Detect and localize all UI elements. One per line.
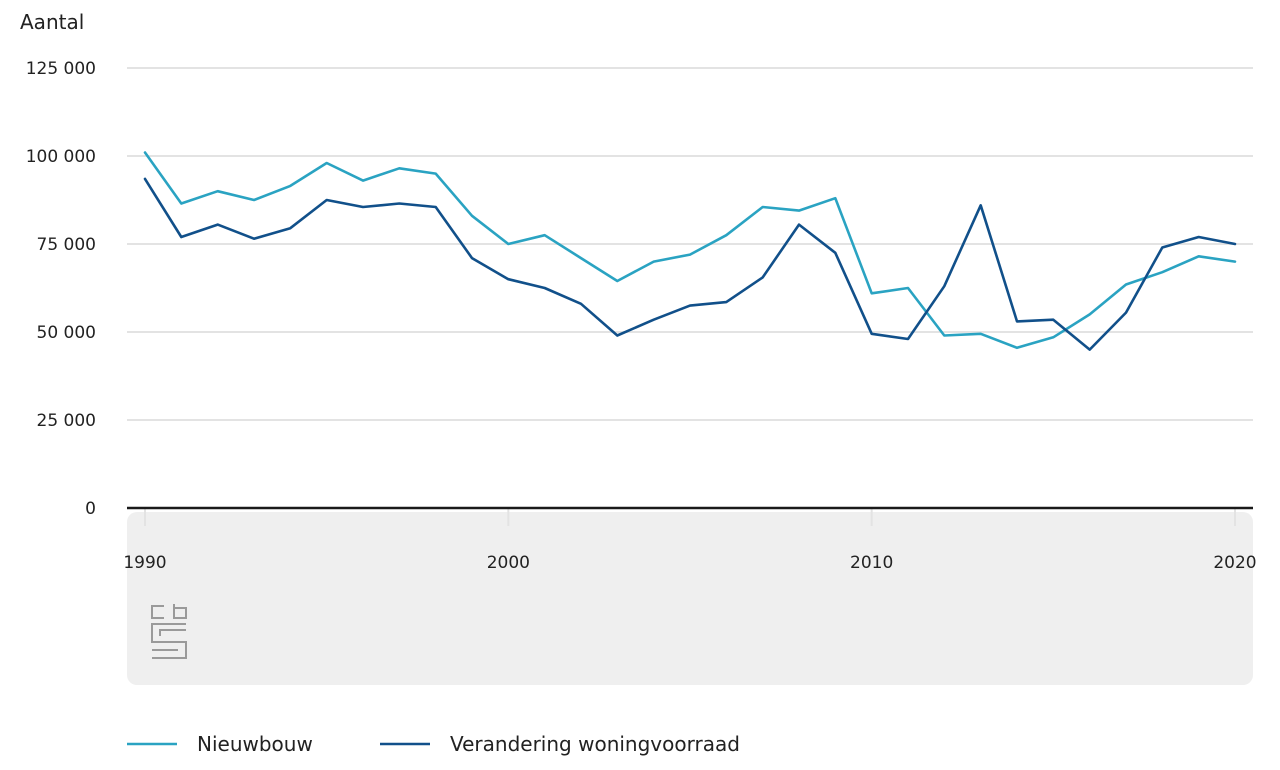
y-tick-label-100000: 100 000 [26, 147, 96, 167]
y-tick-label-125000: 125 000 [26, 59, 96, 79]
chart-footer-panel [127, 512, 1253, 685]
series-line-verandering-woningvoorraad [143, 177, 1237, 351]
y-tick-labels: 0 25 000 50 000 75 000 100 000 125 000 [26, 59, 96, 519]
y-tick-label-50000: 50 000 [37, 323, 96, 343]
cbs-logo-icon [151, 604, 187, 659]
grid-lines [127, 67, 1253, 421]
x-tick-label-1990: 1990 [123, 553, 166, 573]
series-line-nieuwbouw [143, 151, 1237, 350]
x-ticks: 1990 2000 2010 2020 [123, 508, 1257, 573]
y-tick-label-25000: 25 000 [37, 411, 96, 431]
legend-label-nieuwbouw: Nieuwbouw [197, 732, 313, 756]
legend-label-verandering-woningvoorraad: Verandering woningvoorraad [450, 732, 740, 756]
x-tick-label-2020: 2020 [1213, 553, 1256, 573]
series-lines [143, 151, 1237, 351]
y-axis-title: Aantal [20, 10, 84, 34]
x-tick-label-2000: 2000 [487, 553, 530, 573]
x-tick-label-2010: 2010 [850, 553, 893, 573]
y-tick-label-75000: 75 000 [37, 235, 96, 255]
legend: Nieuwbouw Verandering woningvoorraad [127, 732, 740, 756]
y-tick-label-0: 0 [85, 499, 96, 519]
